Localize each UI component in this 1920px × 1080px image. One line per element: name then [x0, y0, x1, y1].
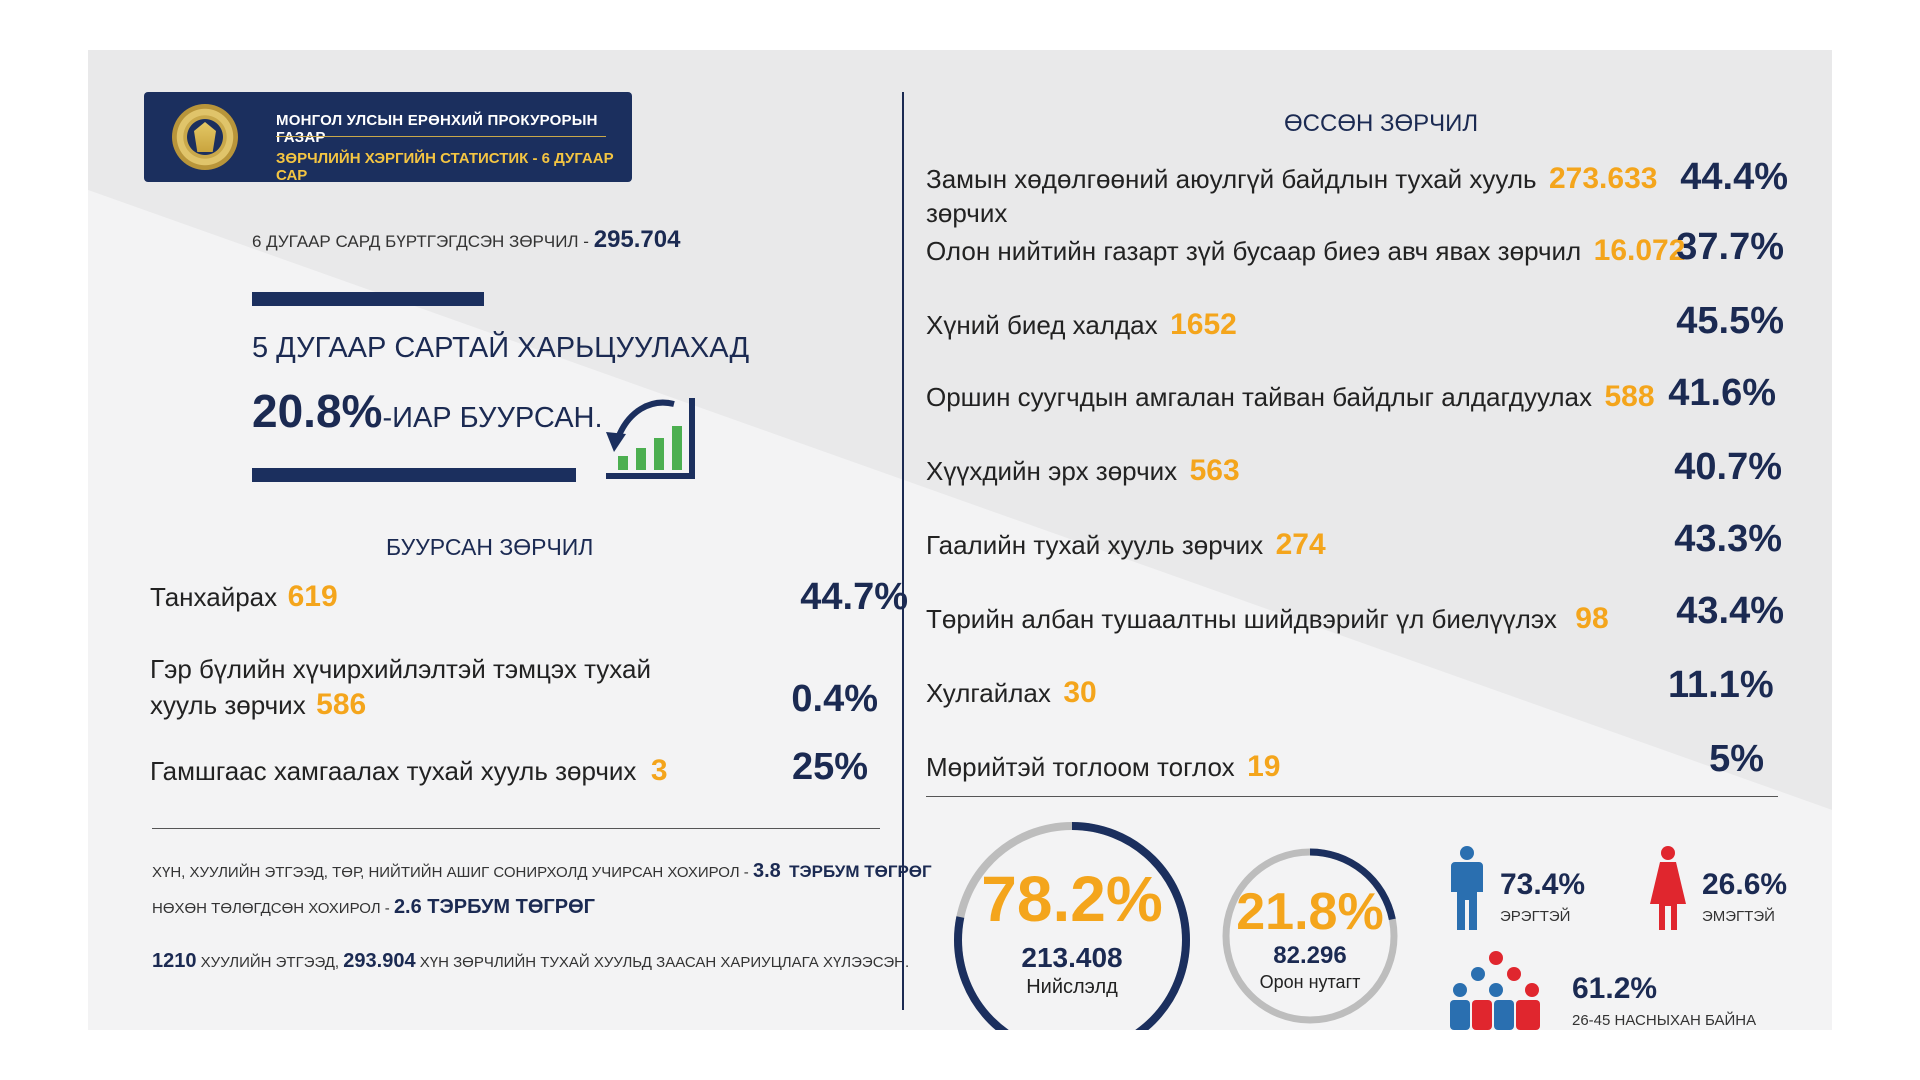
increased-item: Гаалийн тухай хууль зөрчих 274	[926, 528, 1326, 561]
male-percent: 73.4%	[1500, 868, 1586, 901]
damage-line-3: 1210 ХУУЛИЙН ЭТГЭЭД, 293.904 ХҮН ЗӨРЧЛИЙ…	[152, 950, 910, 972]
male-person-icon	[1451, 846, 1483, 930]
increased-percent: 40.7%	[1674, 446, 1782, 488]
section-divider	[152, 828, 880, 829]
header-banner: МОНГОЛ УЛСЫН ЕРӨНХИЙ ПРОКУРОРЫН ГАЗАР ЗӨ…	[144, 92, 632, 184]
decreased-percent: 44.7%	[800, 576, 908, 618]
comparison-text: 5 ДУГААР САРТАЙ ХАРЬЦУУЛАХАД	[252, 332, 750, 364]
rural-value: 82.296	[1273, 942, 1347, 969]
decline-chart-icon	[606, 398, 695, 479]
increased-percent: 37.7%	[1676, 226, 1784, 268]
group-people-icon	[1450, 951, 1540, 1030]
increased-item: Хүүхдийн эрх зөрчих 563	[926, 454, 1240, 487]
increased-item: Замын хөдөлгөөний аюулгүй байдлын тухай …	[926, 162, 1658, 195]
increased-percent: 45.5%	[1676, 300, 1784, 342]
increased-percent: 44.4%	[1680, 156, 1788, 198]
decreased-percent: 25%	[791, 746, 868, 788]
header-subtitle: ЗӨРЧЛИЙН ХЭРГИЙН СТАТИСТИК - 6 ДУГААР СА…	[276, 150, 614, 184]
increased-item: Оршин суугчдын амгалан тайван байдлыг ал…	[926, 380, 1655, 413]
age-label: 26-45 НАСНЫХАН БАЙНА	[1572, 1012, 1757, 1029]
registered-count: 6 ДУГААР САРД БҮРТГЭГДСЭН ЗӨРЧИЛ - 295.7…	[252, 226, 681, 253]
increased-item: зөрчих	[926, 198, 1008, 228]
male-label: ЭРЭГТЭЙ	[1500, 908, 1571, 925]
decreased-item: хууль зөрчих 586	[150, 688, 367, 721]
capital-ring-fill	[954, 822, 1190, 1030]
infographic-card: МОНГОЛ УЛСЫН ЕРӨНХИЙ ПРОКУРОРЫН ГАЗАР ЗӨ…	[88, 50, 1832, 1030]
decreased-percent: 0.4%	[791, 678, 878, 720]
decreased-item: Гэр бүлийн хүчирхийлэлтэй тэмцэх тухай	[150, 654, 651, 684]
increased-percent: 11.1%	[1668, 664, 1774, 706]
section-divider	[926, 796, 1778, 797]
comparison-result: 20.8%-ИАР БУУРСАН.	[252, 385, 603, 437]
female-person-icon	[1650, 846, 1686, 930]
rural-ring-fill	[1222, 848, 1398, 1024]
decreased-title: БУУРСАН ЗӨРЧИЛ	[386, 534, 594, 560]
vertical-divider	[902, 92, 904, 1010]
increased-item: Хулгайлах 30	[926, 676, 1097, 709]
accent-bar-top	[252, 292, 484, 306]
capital-percent: 78.2%	[981, 863, 1163, 935]
increased-percent: 43.3%	[1674, 518, 1782, 560]
female-label: ЭМЭГТЭЙ	[1702, 908, 1775, 925]
damage-line-2: НӨХӨН ТӨЛӨГДСӨН ХОХИРОЛ - 2.6 ТЭРБУМ ТӨГ…	[152, 896, 595, 918]
increased-item: Төрийн албан тушаалтны шийдвэрийг үл бие…	[926, 602, 1609, 635]
female-percent: 26.6%	[1702, 868, 1788, 901]
capital-value: 213.408	[1021, 942, 1123, 973]
increased-percent: 5%	[1709, 738, 1764, 780]
age-percent: 61.2%	[1572, 972, 1658, 1005]
increased-percent: 41.6%	[1668, 372, 1776, 414]
decreased-item: Гамшгаас хамгаалах тухай хууль зөрчих 3	[150, 754, 668, 787]
decreased-item: Танхайрах 619	[150, 580, 338, 613]
increased-item: Мөрийтэй тоглоом тоглох 19	[926, 750, 1281, 783]
rural-percent: 21.8%	[1236, 883, 1384, 941]
increased-percent: 43.4%	[1676, 590, 1784, 632]
rural-ring	[1222, 848, 1398, 1024]
background-shading	[88, 50, 1832, 1030]
increased-item: Олон нийтийн газарт зүй бусаар биеэ авч …	[926, 234, 1686, 267]
capital-ring	[954, 822, 1190, 1030]
capital-label: Нийслэлд	[1026, 976, 1118, 998]
damage-line-1: ХҮН, ХУУЛИЙН ЭТГЭЭД, ТӨР, НИЙТИЙН АШИГ С…	[152, 860, 932, 882]
accent-bar-bottom	[252, 468, 576, 482]
header-title: МОНГОЛ УЛСЫН ЕРӨНХИЙ ПРОКУРОРЫН ГАЗАР	[276, 112, 598, 146]
rural-label: Орон нутагт	[1259, 972, 1361, 992]
soyombo-emblem-icon	[172, 104, 238, 170]
increased-item: Хүний биед халдах 1652	[926, 308, 1237, 341]
increased-title: ӨССӨН ЗӨРЧИЛ	[1284, 110, 1479, 137]
